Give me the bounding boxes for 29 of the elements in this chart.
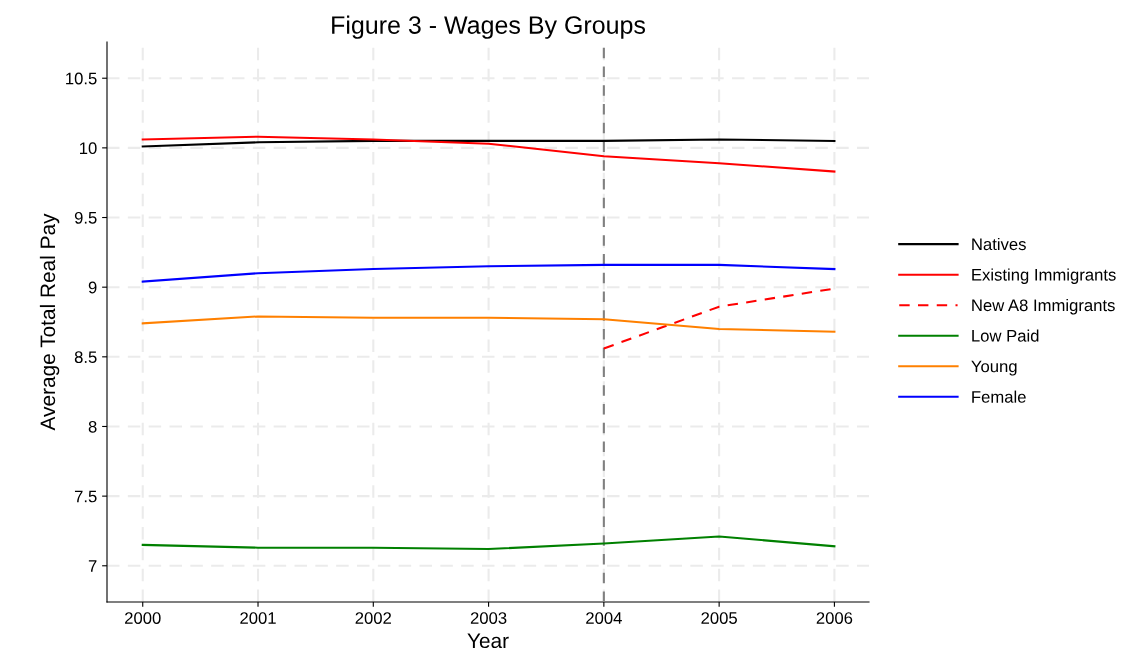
y-tick-label: 10 — [80, 142, 97, 155]
legend-label: Young — [971, 360, 1017, 376]
line-series — [141, 138, 836, 148]
x-tick-label: 2001 — [240, 612, 276, 624]
line-series — [141, 315, 836, 333]
x-tick-label: 2002 — [355, 612, 391, 624]
x-tick-label: 2000 — [125, 612, 161, 624]
line-series — [141, 263, 836, 283]
legend-label: Natives — [972, 237, 1026, 251]
x-tick-label: 2006 — [816, 612, 853, 624]
y-tick-label: 7 — [88, 560, 97, 572]
legend-label: Existing Immigrants — [972, 268, 1116, 284]
x-tick-label: 2005 — [701, 612, 737, 624]
legend-label: Low Paid — [972, 329, 1039, 342]
line-series — [141, 135, 836, 173]
chart-title: Figure 3 - Wages By Groups — [332, 15, 646, 39]
y-tick-label: 9.5 — [74, 211, 97, 224]
x-tick-label: 2003 — [470, 612, 507, 624]
y-tick-label: 7.5 — [74, 490, 97, 503]
x-tick-label: 2004 — [586, 612, 622, 624]
y-tick-label: 9 — [88, 281, 97, 294]
line-series — [141, 535, 836, 551]
y-axis-title: Average Total Real Pay — [39, 213, 60, 431]
y-tick-label: 8.5 — [74, 351, 97, 364]
y-tick-label: 8 — [88, 420, 97, 433]
legend-label: New A8 Immigrants — [972, 298, 1115, 315]
legend-label: Female — [972, 390, 1026, 403]
x-axis-title: Year — [467, 633, 509, 649]
y-tick-label: 10.5 — [66, 72, 97, 85]
